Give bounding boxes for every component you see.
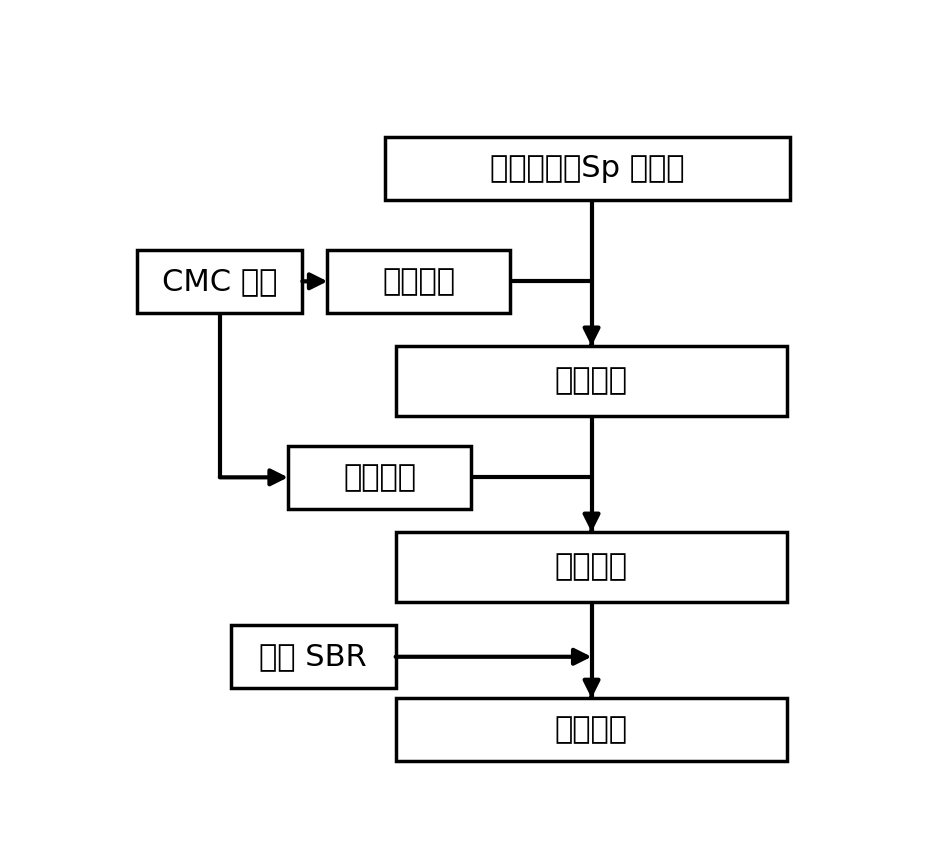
Text: 部分胶液: 部分胶液	[343, 463, 416, 492]
Text: 中速搞拌: 中速搞拌	[555, 715, 628, 745]
Text: 改性 SBR: 改性 SBR	[259, 642, 367, 671]
Bar	[395, 532, 787, 602]
Bar	[385, 137, 790, 200]
Bar	[328, 249, 510, 313]
Bar	[395, 698, 787, 761]
Bar	[231, 625, 395, 689]
Bar	[137, 249, 302, 313]
Text: 高速搞拌: 高速搞拌	[555, 552, 628, 582]
Text: 高速搞拌: 高速搞拌	[555, 367, 628, 395]
Bar	[288, 446, 471, 509]
Text: CMC 打胶: CMC 打胶	[162, 267, 278, 296]
Text: 人造石墨、Sp 预干混: 人造石墨、Sp 预干混	[491, 154, 685, 183]
Bar	[395, 346, 787, 416]
Text: 部分胶液: 部分胶液	[382, 267, 456, 296]
